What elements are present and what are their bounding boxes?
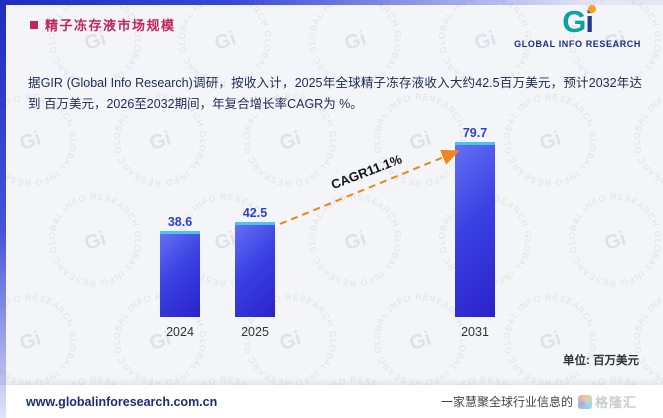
bar-chart: 38.6 2024 42.5 2025 79.7 2031 CAGR11.1% — [0, 112, 663, 352]
bar-2025: 42.5 2025 — [235, 206, 275, 339]
gelonghui-icon — [577, 394, 592, 409]
footer-slogan: 一家慧聚全球行业信息的 — [440, 395, 573, 409]
x-axis-label: 2024 — [166, 325, 194, 339]
report-header: 精子冻存液市场规模 — [30, 15, 176, 34]
footer: www.globalinforesearch.com.cn 一家慧聚全球行业信息… — [0, 385, 663, 418]
bar-value-label: 42.5 — [242, 206, 268, 220]
bar-value-label: 38.6 — [167, 215, 193, 229]
bar-2024: 38.6 2024 — [160, 215, 200, 339]
bar-value-label: 79.7 — [462, 126, 488, 140]
cagr-arrow: CAGR11.1% — [279, 149, 460, 225]
intro-paragraph: 据GIR (Global Info Research)调研，按收入计，2025年… — [28, 75, 642, 112]
top-accent-bar — [0, 0, 663, 5]
gelonghui-watermark-text: 格隆汇 — [594, 395, 637, 410]
page-title: 精子冻存液市场规模 — [45, 18, 176, 33]
bar-2031: 79.7 2031 — [455, 126, 495, 339]
gir-logo-mark: Gi — [562, 4, 596, 39]
x-axis-label: 2025 — [241, 325, 269, 339]
logo-orange-dot-icon — [587, 5, 596, 13]
gir-logo: Gi GLOBAL INFO RESEARCH — [514, 4, 641, 49]
cagr-annotation: CAGR11.1% — [329, 151, 404, 192]
logo-letter-g: G — [562, 4, 586, 39]
left-accent-bar — [0, 0, 6, 418]
gir-logo-wordmark: GLOBAL INFO RESEARCH — [514, 39, 641, 49]
x-axis-label: 2031 — [461, 325, 489, 339]
cagr-dashed-line — [279, 149, 460, 225]
unit-label: 单位: 百万美元 — [562, 355, 639, 367]
footer-url[interactable]: www.globalinforesearch.com.cn — [26, 394, 218, 409]
title-bullet — [30, 20, 38, 29]
gelonghui-watermark: 格隆汇 — [577, 392, 637, 411]
